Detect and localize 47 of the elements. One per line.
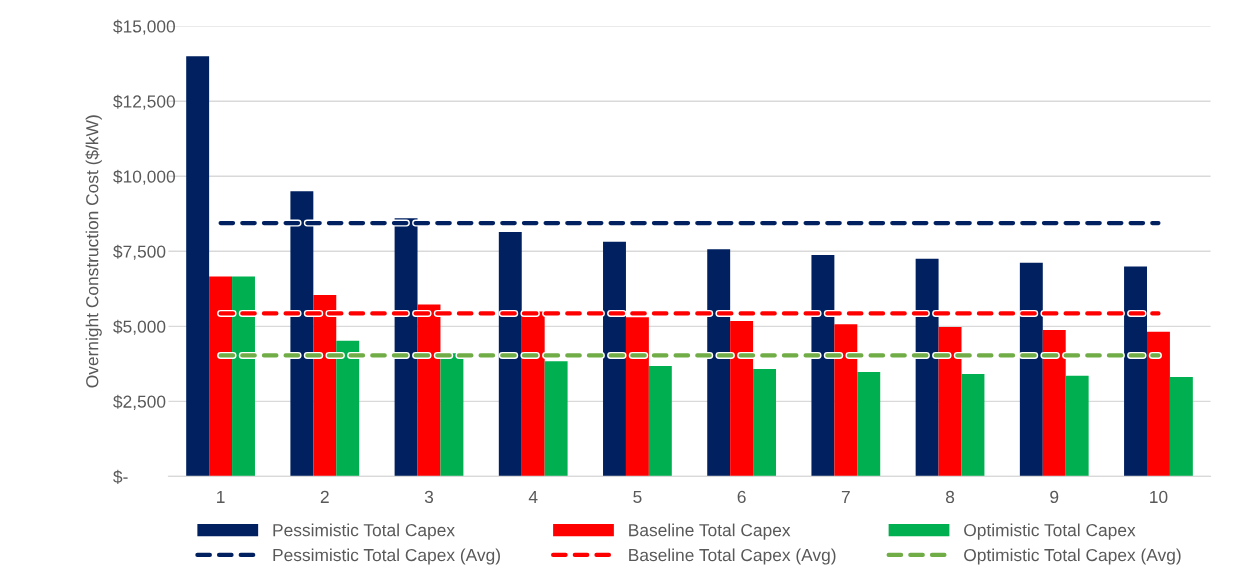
bar <box>1019 262 1043 477</box>
y-tick-label: $10,000 <box>113 169 175 185</box>
bar <box>857 371 881 477</box>
y-tick-label: $5,000 <box>113 319 166 335</box>
y-axis-title: Overnight Construction Cost ($/kW) <box>85 115 102 388</box>
bar <box>336 340 360 477</box>
x-tick-label: 6 <box>737 490 746 504</box>
x-tick-label: 5 <box>633 490 642 504</box>
x-tick-label: 3 <box>424 490 434 504</box>
bar <box>440 353 464 477</box>
bar <box>544 361 568 477</box>
legend-label: Pessimistic Total Capex (Avg) <box>273 548 500 565</box>
bar <box>1169 377 1193 477</box>
bar <box>811 254 835 477</box>
x-tick-label: 7 <box>841 490 850 503</box>
bar <box>1124 266 1147 477</box>
legend-label: Optimistic Total Capex (Avg) <box>964 548 1181 565</box>
bar <box>1065 375 1089 477</box>
y-tick-label: $- <box>113 469 128 484</box>
bar <box>603 241 626 477</box>
x-tick-label: 9 <box>1050 490 1059 504</box>
x-tick-label: 10 <box>1150 490 1168 504</box>
bar <box>753 368 777 477</box>
legend-label: Baseline Total Capex <box>629 523 791 540</box>
bar <box>648 365 672 477</box>
y-tick-label: $12,500 <box>113 94 175 110</box>
bar <box>1146 331 1170 477</box>
bar <box>834 324 858 477</box>
x-tick-label: 4 <box>528 490 538 503</box>
y-tick-label: $15,000 <box>113 19 175 35</box>
bar <box>915 258 939 477</box>
x-tick-label: 2 <box>320 490 329 503</box>
bar <box>730 320 754 477</box>
bar <box>232 276 255 477</box>
legend-label: Pessimistic Total Capex <box>273 523 455 540</box>
y-tick-label: $2,500 <box>113 394 166 410</box>
x-tick-label: 8 <box>945 490 955 504</box>
bar <box>961 374 985 477</box>
y-tick-label: $7,500 <box>113 244 166 260</box>
legend-label: Optimistic Total Capex <box>964 523 1136 540</box>
bar <box>186 56 210 477</box>
bar <box>707 249 731 477</box>
legend-label: Baseline Total Capex (Avg) <box>629 548 836 565</box>
bar <box>1042 329 1066 477</box>
bar <box>938 326 962 477</box>
x-tick-label: 1 <box>217 490 225 503</box>
bar <box>498 232 522 477</box>
